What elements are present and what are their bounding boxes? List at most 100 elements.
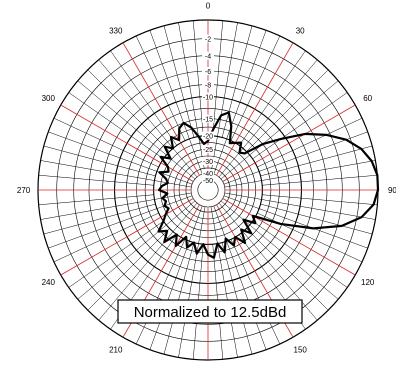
minor-spoke: [149, 30, 203, 175]
major-spoke: [60, 198, 194, 276]
radial-label-bg: [202, 175, 214, 184]
radial-label-bg: [202, 51, 214, 60]
minor-spoke: [223, 195, 368, 249]
radial-tick-label: -15: [203, 117, 213, 124]
azimuth-tick-label: 210: [109, 346, 123, 355]
radial-label-bg: [202, 169, 214, 177]
minor-spoke: [246, 228, 329, 311]
major-spoke: [122, 42, 200, 176]
minor-spoke: [210, 22, 238, 174]
minor-spoke: [262, 174, 378, 186]
minor-spoke: [43, 145, 156, 177]
minor-spoke: [110, 50, 178, 146]
azimuth-tick-label: 90: [388, 186, 396, 195]
minor-spoke: [48, 131, 193, 185]
azimuth-tick-label: 330: [109, 26, 123, 35]
radial-tick-label: -30: [203, 159, 213, 166]
minor-spoke: [230, 239, 281, 345]
radial-label-bg: [202, 67, 214, 75]
minor-spoke: [224, 192, 376, 220]
minor-spoke: [149, 205, 203, 350]
radial-tick-label: -2: [205, 37, 211, 44]
minor-spoke: [213, 205, 267, 350]
minor-spoke: [252, 92, 348, 160]
azimuth-tick-label: 240: [42, 278, 56, 287]
minor-spoke: [77, 200, 196, 300]
radial-label-bg: [202, 114, 214, 123]
azimuth-tick-labels: 0306090120150180210240270300330: [17, 2, 396, 355]
major-spoke: [216, 42, 294, 176]
minor-spoke: [77, 80, 196, 180]
radial-label-bg: [202, 34, 214, 43]
normalization-caption: Normalized to 12.5dBd: [117, 299, 303, 324]
minor-spoke: [38, 194, 154, 206]
radial-tick-label: -20: [203, 134, 213, 141]
minor-spoke: [252, 220, 348, 288]
minor-spoke: [43, 203, 156, 235]
minor-spoke: [68, 92, 164, 160]
minor-spoke: [212, 20, 224, 136]
minor-spoke: [257, 117, 363, 168]
minor-spoke: [40, 192, 192, 220]
minor-spoke: [135, 35, 186, 141]
azimuth-tick-label: 30: [296, 26, 305, 35]
radial-label-bg: [202, 92, 214, 101]
minor-spoke: [223, 131, 368, 185]
minor-spoke: [87, 69, 170, 152]
minor-spoke: [262, 194, 378, 206]
major-spoke: [222, 104, 356, 182]
pattern-line: [157, 111, 380, 259]
radial-tick-label: -4: [205, 54, 211, 61]
minor-spoke: [53, 212, 159, 263]
minor-spoke: [68, 220, 164, 288]
radiation-pattern: [157, 111, 380, 259]
minor-spoke: [220, 80, 339, 180]
minor-spoke: [38, 174, 154, 186]
radial-label-bg: [202, 145, 214, 154]
minor-spoke: [260, 145, 373, 177]
minor-spoke: [218, 59, 318, 178]
minor-spoke: [210, 206, 238, 358]
minor-spoke: [163, 242, 195, 355]
minor-spoke: [224, 160, 376, 188]
caption-text: Normalized to 12.5dBd: [134, 304, 287, 321]
minor-spoke: [221, 242, 253, 355]
azimuth-tick-label: 60: [363, 94, 372, 103]
azimuth-tick-label: 120: [361, 278, 375, 287]
minor-spoke: [53, 117, 159, 168]
minor-spoke: [238, 50, 306, 146]
minor-spoke: [98, 59, 198, 178]
minor-spoke: [220, 200, 339, 300]
minor-spoke: [48, 195, 193, 249]
minor-spoke: [221, 25, 253, 138]
azimuth-tick-label: 150: [294, 346, 308, 355]
radial-label-bg: [202, 157, 214, 166]
minor-spoke: [87, 228, 170, 311]
minor-spoke: [135, 239, 186, 345]
radial-tick-label: -50: [203, 178, 213, 185]
major-spoke: [60, 104, 194, 182]
major-spoke: [222, 198, 356, 276]
minor-spoke: [178, 206, 206, 358]
azimuth-tick-label: 0: [206, 2, 211, 11]
radial-label-bg: [202, 131, 214, 140]
minor-spoke: [163, 25, 195, 138]
radial-label-bg: [202, 80, 214, 89]
minor-spoke: [98, 202, 198, 321]
radial-tick-label: -6: [205, 69, 211, 76]
radial-tick-label: -25: [203, 147, 213, 154]
radial-tick-labels: -2 -4 -6 -8 -10 -15 -20 -25 -30 -40-50: [202, 34, 214, 185]
minor-spoke: [213, 30, 267, 175]
azimuth-tick-label: 270: [17, 186, 31, 195]
radial-tick-label: -8: [205, 83, 211, 90]
caption-box: [117, 299, 303, 324]
minor-spoke: [246, 69, 329, 152]
radial-tick-label: -40: [203, 171, 213, 178]
radial-tick-label: -10: [203, 95, 213, 102]
minor-spoke: [192, 20, 204, 136]
minor-spoke: [260, 203, 373, 235]
minor-spoke: [230, 35, 281, 141]
azimuth-tick-label: 300: [42, 94, 56, 103]
minor-spoke: [178, 22, 206, 174]
